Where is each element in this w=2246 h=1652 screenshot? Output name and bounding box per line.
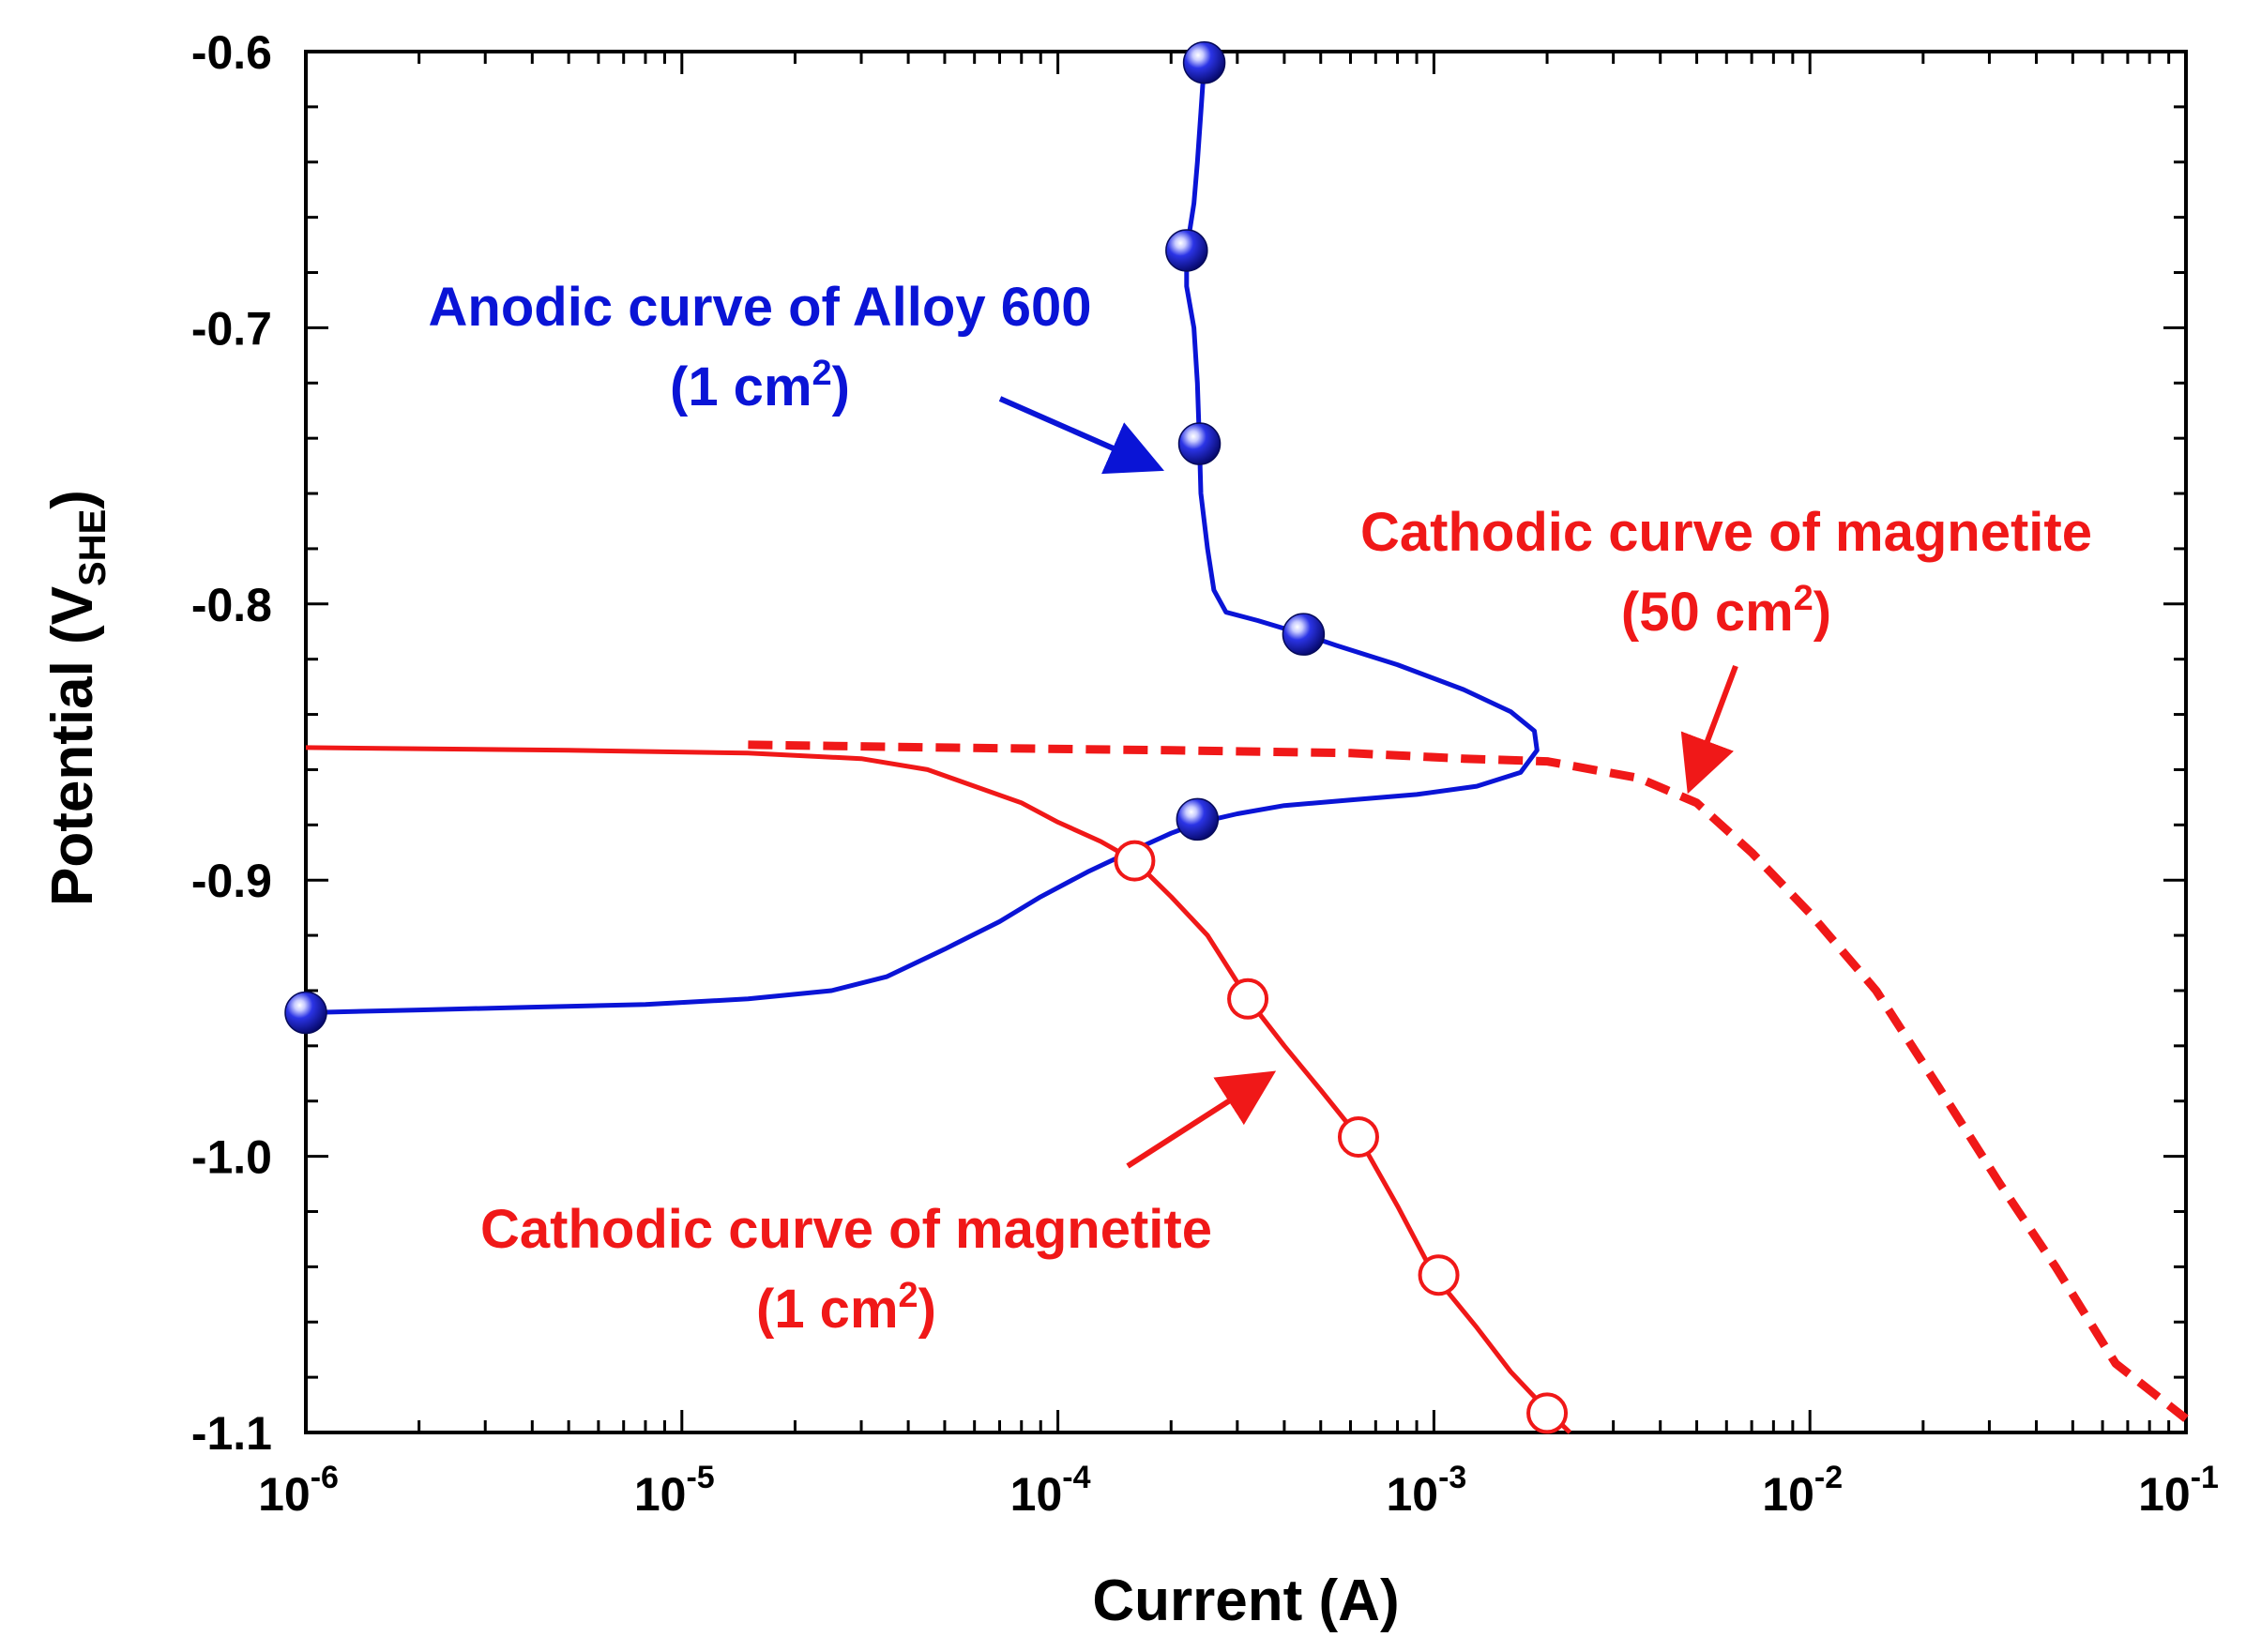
y-tick-label: -0.9 [191, 855, 272, 907]
annotation-cathodic1-arrow [1126, 1070, 1277, 1169]
series-line-0 [305, 62, 1540, 1015]
x-tick-label: 10-2 [1762, 1460, 1843, 1521]
cathodic-open-circle-marker [1418, 1254, 1460, 1296]
y-tick-label: -0.6 [191, 26, 272, 79]
x-tick-label: 10-4 [1010, 1460, 1091, 1521]
y-axis-title-sub: SHE [72, 509, 114, 586]
annotation-cathodic1-line1: Cathodic curve of magnetite [480, 1199, 1212, 1260]
anodic-sphere-marker [1165, 229, 1208, 272]
x-tick-label-base: 10 [2138, 1468, 2191, 1521]
plot-frame [304, 50, 2188, 1434]
annotation-anodic-line2: (1 cm2) [670, 354, 850, 417]
anodic-sphere-marker [1182, 41, 1226, 84]
y-axis-title: Potential (VSHE) [40, 490, 114, 906]
anodic-sphere-marker [1176, 797, 1220, 841]
series-line-1 [305, 745, 1572, 1434]
y-axis-title-close: ) [40, 490, 105, 509]
series-lines [305, 62, 2189, 1434]
y-tick-labels: -0.6 -0.7 -0.8 -0.9 -1.0 -1.1 [191, 26, 272, 1460]
annotation-anodic-alloy: Anodic curve of Alloy 600 (1 cm2) [429, 277, 1164, 475]
axis-ticks [304, 50, 2188, 1434]
x-tick-label-exp: -2 [1814, 1460, 1843, 1495]
x-tick-label-exp: -5 [686, 1460, 714, 1495]
x-tick-label-base: 10 [258, 1468, 311, 1521]
x-tick-label: 10-6 [258, 1460, 339, 1521]
x-tick-label-exp: -1 [2191, 1460, 2219, 1495]
series-markers [284, 41, 1569, 1434]
y-tick-label: -1.1 [191, 1407, 272, 1460]
cathodic-open-circle-marker [1227, 978, 1269, 1020]
x-tick-label: 10-5 [634, 1460, 715, 1521]
annotation-anodic-line1: Anodic curve of Alloy 600 [429, 277, 1092, 338]
x-tick-label-base: 10 [1386, 1468, 1438, 1521]
anodic-sphere-marker [1282, 613, 1326, 656]
anodic-sphere-marker [284, 991, 327, 1035]
cathodic-open-circle-marker [1526, 1392, 1569, 1434]
x-tick-label: 10-1 [2138, 1460, 2219, 1521]
cathodic-open-circle-marker [1337, 1115, 1379, 1158]
x-tick-labels: 10-6 10-5 10-4 10-3 10-2 10-1 [258, 1460, 2219, 1521]
x-tick-label-exp: -6 [311, 1460, 339, 1495]
anodic-sphere-marker [1177, 422, 1222, 465]
y-tick-label: -0.8 [191, 579, 272, 631]
x-tick-label-base: 10 [1010, 1468, 1063, 1521]
x-axis-title: Current (A) [1092, 1569, 1399, 1633]
annotation-cathodic-1: Cathodic curve of magnetite (1 cm2) [480, 1070, 1277, 1340]
series-line-2 [748, 740, 2189, 1422]
x-tick-label-base: 10 [1762, 1468, 1814, 1521]
y-axis-title-main: Potential (V [40, 586, 105, 906]
x-tick-label-exp: -4 [1062, 1460, 1090, 1495]
x-tick-label-exp: -3 [1438, 1460, 1466, 1495]
annotation-cathodic50-arrow [1680, 664, 1738, 795]
cathodic-open-circle-marker [1114, 840, 1156, 882]
x-tick-label: 10-3 [1386, 1460, 1466, 1521]
annotation-cathodic50-line2: (50 cm2) [1621, 579, 1831, 643]
annotation-cathodic1-line2: (1 cm2) [756, 1276, 936, 1340]
annotation-anodic-arrow [998, 396, 1164, 475]
annotation-cathodic-50: Cathodic curve of magnetite (50 cm2) [1360, 502, 2092, 795]
y-tick-label: -1.0 [191, 1131, 272, 1184]
x-tick-label-base: 10 [634, 1468, 687, 1521]
annotation-cathodic50-line1: Cathodic curve of magnetite [1360, 502, 2092, 563]
y-tick-label: -0.7 [191, 302, 272, 355]
